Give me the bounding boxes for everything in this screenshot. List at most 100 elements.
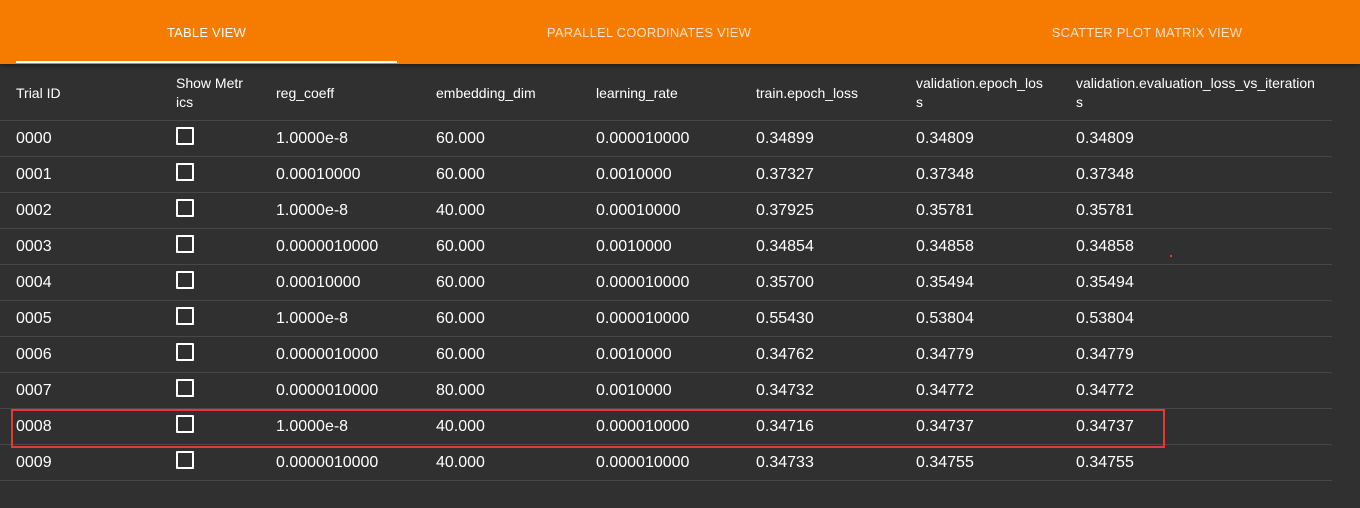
train-epoch-loss-cell: 0.37925 bbox=[756, 201, 814, 219]
header-validation-evaluation-loss: validation.evaluation_loss_vs_iterations bbox=[1076, 75, 1315, 110]
table-row: 0008 1.0000e-8 40.000 0.000010000 0.34716 0.3… bbox=[0, 409, 1332, 445]
embedding-dim-cell: 40.000 bbox=[436, 417, 485, 435]
show-metrics-checkbox[interactable] bbox=[176, 415, 194, 433]
train-epoch-loss-cell: 0.34854 bbox=[756, 237, 814, 255]
trial-id-cell: 0009 bbox=[16, 453, 52, 471]
train-epoch-loss-cell: 0.55430 bbox=[756, 309, 814, 327]
tab-table-view[interactable]: TABLE VIEW bbox=[166, 24, 247, 40]
reg-coeff-cell: 0.00010000 bbox=[276, 273, 361, 291]
trial-id-cell: 0006 bbox=[16, 345, 52, 363]
validation-epoch-loss-cell: 0.35494 bbox=[916, 273, 974, 291]
header-show-metrics: Show Metrics bbox=[176, 75, 243, 110]
table-row: 0004 0.00010000 60.000 0.000010000 0.35700 0.… bbox=[0, 265, 1332, 301]
show-metrics-checkbox[interactable] bbox=[176, 199, 194, 217]
validation-epoch-loss-cell: 0.34737 bbox=[916, 417, 974, 435]
learning-rate-cell: 0.000010000 bbox=[596, 309, 690, 327]
train-epoch-loss-cell: 0.34899 bbox=[756, 129, 814, 147]
reg-coeff-cell: 0.0000010000 bbox=[276, 345, 379, 363]
validation-epoch-loss-cell: 0.34779 bbox=[916, 345, 974, 363]
embedding-dim-cell: 60.000 bbox=[436, 309, 485, 327]
validation-epoch-loss-cell: 0.34772 bbox=[916, 381, 974, 399]
validation-eval-loss-cell: 0.34779 bbox=[1076, 345, 1134, 363]
validation-epoch-loss-cell: 0.53804 bbox=[916, 309, 974, 327]
reg-coeff-cell: 0.0000010000 bbox=[276, 237, 379, 255]
validation-eval-loss-cell: 0.34809 bbox=[1076, 129, 1134, 147]
learning-rate-cell: 0.0010000 bbox=[596, 165, 672, 183]
validation-epoch-loss-cell: 0.35781 bbox=[916, 201, 974, 219]
view-tab-bar: TABLE VIEW PARALLEL COORDINATES VIEW SCA… bbox=[0, 0, 1360, 64]
validation-epoch-loss-cell: 0.34809 bbox=[916, 129, 974, 147]
trial-id-cell: 0005 bbox=[16, 309, 52, 327]
trial-id-cell: 0008 bbox=[16, 417, 52, 435]
embedding-dim-cell: 60.000 bbox=[436, 237, 485, 255]
reg-coeff-cell: 1.0000e-8 bbox=[276, 417, 349, 435]
learning-rate-cell: 0.000010000 bbox=[596, 129, 690, 147]
show-metrics-checkbox[interactable] bbox=[176, 343, 194, 361]
header-train-epoch-loss: train.epoch_loss bbox=[756, 84, 858, 101]
header-trial-id: Trial ID bbox=[16, 84, 61, 101]
learning-rate-cell: 0.00010000 bbox=[596, 201, 681, 219]
header-reg-coeff: reg_coeff bbox=[276, 84, 335, 101]
table-row: 0006 0.0000010000 60.000 0.0010000 0.34762 0.… bbox=[0, 337, 1332, 373]
learning-rate-cell: 0.000010000 bbox=[596, 417, 690, 435]
validation-eval-loss-cell: 0.35494 bbox=[1076, 273, 1134, 291]
trial-id-cell: 0002 bbox=[16, 201, 52, 219]
tab-parallel-coordinates-view[interactable]: PARALLEL COORDINATES VIEW bbox=[546, 24, 752, 40]
trial-id-cell: 0001 bbox=[16, 165, 52, 183]
table-row: 0003 0.0000010000 60.000 0.0010000 0.34854 0.… bbox=[0, 229, 1332, 265]
red-dot-mark bbox=[1170, 255, 1172, 257]
embedding-dim-cell: 40.000 bbox=[436, 201, 485, 219]
table-row: 0001 0.00010000 60.000 0.0010000 0.37327 0.37… bbox=[0, 157, 1332, 193]
validation-epoch-loss-cell: 0.37348 bbox=[916, 165, 974, 183]
show-metrics-checkbox[interactable] bbox=[176, 163, 194, 181]
reg-coeff-cell: 0.00010000 bbox=[276, 165, 361, 183]
validation-eval-loss-cell: 0.35781 bbox=[1076, 201, 1134, 219]
show-metrics-checkbox[interactable] bbox=[176, 235, 194, 253]
embedding-dim-cell: 60.000 bbox=[436, 273, 485, 291]
table-row: 0009 0.0000010000 40.000 0.000010000 0.34733… bbox=[0, 445, 1332, 481]
table-row: 0005 1.0000e-8 60.000 0.000010000 0.55430 0.5… bbox=[0, 301, 1332, 337]
validation-eval-loss-cell: 0.53804 bbox=[1076, 309, 1134, 327]
show-metrics-checkbox[interactable] bbox=[176, 307, 194, 325]
validation-epoch-loss-cell: 0.34858 bbox=[916, 237, 974, 255]
learning-rate-cell: 0.0010000 bbox=[596, 345, 672, 363]
header-learning-rate: learning_rate bbox=[596, 84, 678, 101]
embedding-dim-cell: 40.000 bbox=[436, 453, 485, 471]
trial-id-cell: 0007 bbox=[16, 381, 52, 399]
show-metrics-checkbox[interactable] bbox=[176, 127, 194, 145]
trial-id-cell: 0004 bbox=[16, 273, 52, 291]
reg-coeff-cell: 1.0000e-8 bbox=[276, 309, 349, 327]
embedding-dim-cell: 60.000 bbox=[436, 345, 485, 363]
learning-rate-cell: 0.000010000 bbox=[596, 273, 690, 291]
embedding-dim-cell: 80.000 bbox=[436, 381, 485, 399]
train-epoch-loss-cell: 0.37327 bbox=[756, 165, 814, 183]
header-validation-epoch-loss: validation.epoch_loss bbox=[916, 75, 1043, 110]
active-tab-indicator bbox=[16, 61, 397, 63]
show-metrics-checkbox[interactable] bbox=[176, 451, 194, 469]
validation-eval-loss-cell: 0.34858 bbox=[1076, 237, 1134, 255]
tab-scatter-plot-matrix-view[interactable]: SCATTER PLOT MATRIX VIEW bbox=[1051, 24, 1243, 40]
train-epoch-loss-cell: 0.35700 bbox=[756, 273, 814, 291]
show-metrics-checkbox[interactable] bbox=[176, 379, 194, 397]
train-epoch-loss-cell: 0.34716 bbox=[756, 417, 814, 435]
trials-table: Trial ID Show Metrics reg_coeff embeddin… bbox=[0, 66, 1332, 481]
embedding-dim-cell: 60.000 bbox=[436, 129, 485, 147]
validation-eval-loss-cell: 0.37348 bbox=[1076, 165, 1134, 183]
table-row: 0000 1.0000e-8 60.000 0.000010000 0.34899 0.3… bbox=[0, 121, 1332, 157]
reg-coeff-cell: 0.0000010000 bbox=[276, 381, 379, 399]
train-epoch-loss-cell: 0.34762 bbox=[756, 345, 814, 363]
show-metrics-checkbox[interactable] bbox=[176, 271, 194, 289]
reg-coeff-cell: 0.0000010000 bbox=[276, 453, 379, 471]
learning-rate-cell: 0.0010000 bbox=[596, 381, 672, 399]
table-row: 0002 1.0000e-8 40.000 0.00010000 0.37925 0.35… bbox=[0, 193, 1332, 229]
table-header-row: Trial ID Show Metrics reg_coeff embeddin… bbox=[0, 66, 1332, 121]
embedding-dim-cell: 60.000 bbox=[436, 165, 485, 183]
trial-id-cell: 0000 bbox=[16, 129, 52, 147]
reg-coeff-cell: 1.0000e-8 bbox=[276, 201, 349, 219]
learning-rate-cell: 0.0010000 bbox=[596, 237, 672, 255]
validation-eval-loss-cell: 0.34737 bbox=[1076, 417, 1134, 435]
table-row: 0007 0.0000010000 80.000 0.0010000 0.34732 0.… bbox=[0, 373, 1332, 409]
header-embedding-dim: embedding_dim bbox=[436, 84, 536, 101]
train-epoch-loss-cell: 0.34733 bbox=[756, 453, 814, 471]
trial-id-cell: 0003 bbox=[16, 237, 52, 255]
